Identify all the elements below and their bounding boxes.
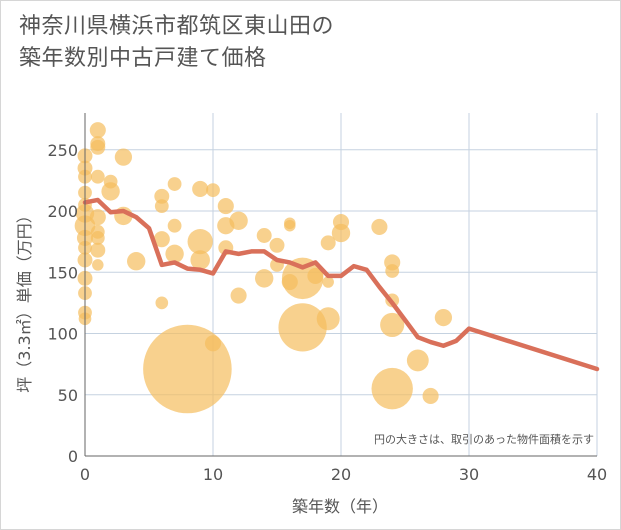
bubble-18 (89, 209, 106, 226)
bubble-31 (155, 296, 169, 310)
bubble-20 (90, 231, 105, 245)
bubble-32 (167, 177, 182, 191)
chart-title: 神奈川県横浜市都筑区東山田の 築年数別中古戸建て価格 (19, 11, 334, 75)
bubble-68 (422, 387, 439, 405)
bubble-60 (331, 223, 351, 243)
y-axis-label: 坪（3.3㎡）単価（万円） (15, 207, 34, 392)
x-tick-label-3: 30 (459, 465, 479, 484)
bubble-61 (371, 218, 388, 235)
bubble-53 (281, 257, 324, 300)
title-line-2: 築年数別中古戸建て価格 (19, 46, 267, 71)
bubble-48 (269, 237, 285, 253)
bubble-44 (229, 211, 248, 230)
trend-layer (82, 197, 600, 372)
bubble-51 (284, 219, 296, 232)
bubble-22 (92, 259, 104, 271)
x-axis-ticks: 0 10 20 30 40 (80, 465, 607, 484)
bubble-39 (206, 183, 220, 198)
bubble-34 (165, 244, 184, 264)
bubble-30 (153, 231, 170, 248)
x-tick-label-4: 40 (587, 465, 607, 484)
bubble-29 (154, 199, 169, 214)
y-tick-label-3: 150 (47, 263, 78, 282)
bubble-56 (320, 235, 336, 251)
y-tick-label-4: 200 (47, 202, 78, 221)
bubble-45 (230, 287, 247, 304)
bubble-27 (127, 252, 146, 271)
bubble-33 (167, 218, 182, 233)
bubble-14 (89, 122, 106, 139)
bubble-67 (406, 349, 429, 372)
y-tick-label-2: 100 (47, 325, 78, 344)
trend-line (82, 197, 600, 372)
bubble-24 (101, 182, 120, 201)
bubble-layer (74, 122, 453, 414)
bubble-69 (434, 308, 453, 327)
bubble-66 (371, 367, 413, 410)
bubble-55 (307, 267, 324, 284)
bubble-36 (192, 180, 209, 197)
y-tick-label-0: 0 (68, 447, 78, 466)
bubble-46 (256, 228, 272, 243)
bubble-38 (190, 250, 210, 270)
bubble-63 (385, 264, 400, 278)
bubble-65 (380, 312, 405, 337)
x-tick-label-1: 10 (203, 465, 223, 484)
bubble-16 (90, 139, 106, 155)
plot-frame (84, 113, 597, 457)
bubble-28 (154, 188, 170, 204)
bubble-17 (90, 169, 105, 184)
bubble-54 (278, 303, 327, 352)
bubble-57 (322, 276, 334, 288)
x-tick-label-0: 0 (80, 465, 90, 484)
title-line-1: 神奈川県横浜市都筑区東山田の (19, 14, 335, 39)
bubble-size-note: 円の大きさは、取引のあった物件面積を示す (374, 432, 594, 446)
x-axis-label: 築年数（年） (292, 497, 388, 516)
bubble-47 (255, 269, 274, 288)
bubble-58 (316, 307, 340, 331)
bubble-21 (90, 242, 106, 258)
y-axis-ticks: 0 50 100 150 200 250 (47, 141, 78, 466)
bubble-25 (114, 148, 133, 166)
y-tick-label-5: 250 (47, 141, 78, 160)
y-tick-label-1: 50 (58, 386, 78, 405)
bubble-37 (187, 228, 213, 255)
bubble-41 (217, 198, 234, 215)
x-tick-label-2: 20 (331, 465, 351, 484)
bubble-40 (204, 335, 222, 352)
